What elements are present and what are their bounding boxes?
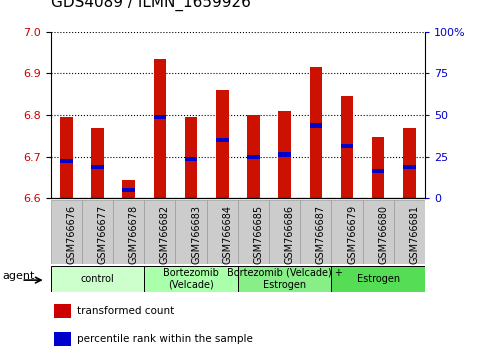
Bar (269, 200, 300, 264)
Text: GSM766687: GSM766687 (316, 205, 326, 264)
Bar (216, 138, 228, 142)
Bar (55, 332, 71, 346)
Text: GSM766684: GSM766684 (222, 205, 232, 264)
Text: transformed count: transformed count (77, 306, 174, 316)
Bar (175, 200, 207, 264)
Text: percentile rank within the sample: percentile rank within the sample (77, 335, 253, 344)
Bar (113, 200, 144, 264)
Bar (403, 127, 416, 198)
Bar (331, 266, 425, 292)
Bar (60, 159, 72, 163)
Text: GSM766683: GSM766683 (191, 205, 201, 264)
Bar (341, 96, 353, 198)
Bar (185, 156, 198, 161)
Bar (123, 188, 135, 192)
Bar (123, 179, 135, 198)
Bar (363, 200, 394, 264)
Bar (372, 137, 384, 198)
Bar (278, 153, 291, 156)
Bar (403, 165, 416, 169)
Bar (91, 127, 104, 198)
Text: Estrogen: Estrogen (356, 274, 400, 284)
Bar (278, 111, 291, 198)
Bar (55, 304, 71, 318)
Bar (238, 200, 269, 264)
Text: Bortezomib
(Velcade): Bortezomib (Velcade) (163, 268, 219, 290)
Bar (238, 266, 331, 292)
Text: control: control (81, 274, 114, 284)
Text: GSM766681: GSM766681 (410, 205, 419, 264)
Bar (247, 115, 260, 198)
Bar (300, 200, 331, 264)
Text: GSM766676: GSM766676 (66, 205, 76, 264)
Bar (394, 200, 425, 264)
Text: GSM766685: GSM766685 (254, 205, 263, 264)
Bar (310, 67, 322, 198)
Text: GDS4089 / ILMN_1659926: GDS4089 / ILMN_1659926 (51, 0, 251, 11)
Bar (247, 155, 260, 159)
Text: Bortezomib (Velcade) +
Estrogen: Bortezomib (Velcade) + Estrogen (227, 268, 342, 290)
Bar (310, 124, 322, 127)
Bar (51, 266, 144, 292)
Text: GSM766686: GSM766686 (284, 205, 295, 264)
Bar (154, 115, 166, 119)
Bar (82, 200, 113, 264)
Bar (60, 117, 72, 198)
Bar (185, 117, 198, 198)
Bar (91, 165, 104, 169)
Text: GSM766680: GSM766680 (378, 205, 388, 264)
Bar (372, 169, 384, 173)
Text: GSM766679: GSM766679 (347, 205, 357, 264)
Text: GSM766677: GSM766677 (98, 205, 108, 264)
Text: GSM766678: GSM766678 (128, 205, 139, 264)
Bar (144, 266, 238, 292)
Bar (154, 59, 166, 198)
Text: GSM766682: GSM766682 (160, 205, 170, 264)
Bar (331, 200, 363, 264)
Bar (207, 200, 238, 264)
Bar (51, 200, 82, 264)
Bar (144, 200, 175, 264)
Bar (341, 144, 353, 148)
Bar (216, 90, 228, 198)
Text: agent: agent (2, 270, 35, 281)
